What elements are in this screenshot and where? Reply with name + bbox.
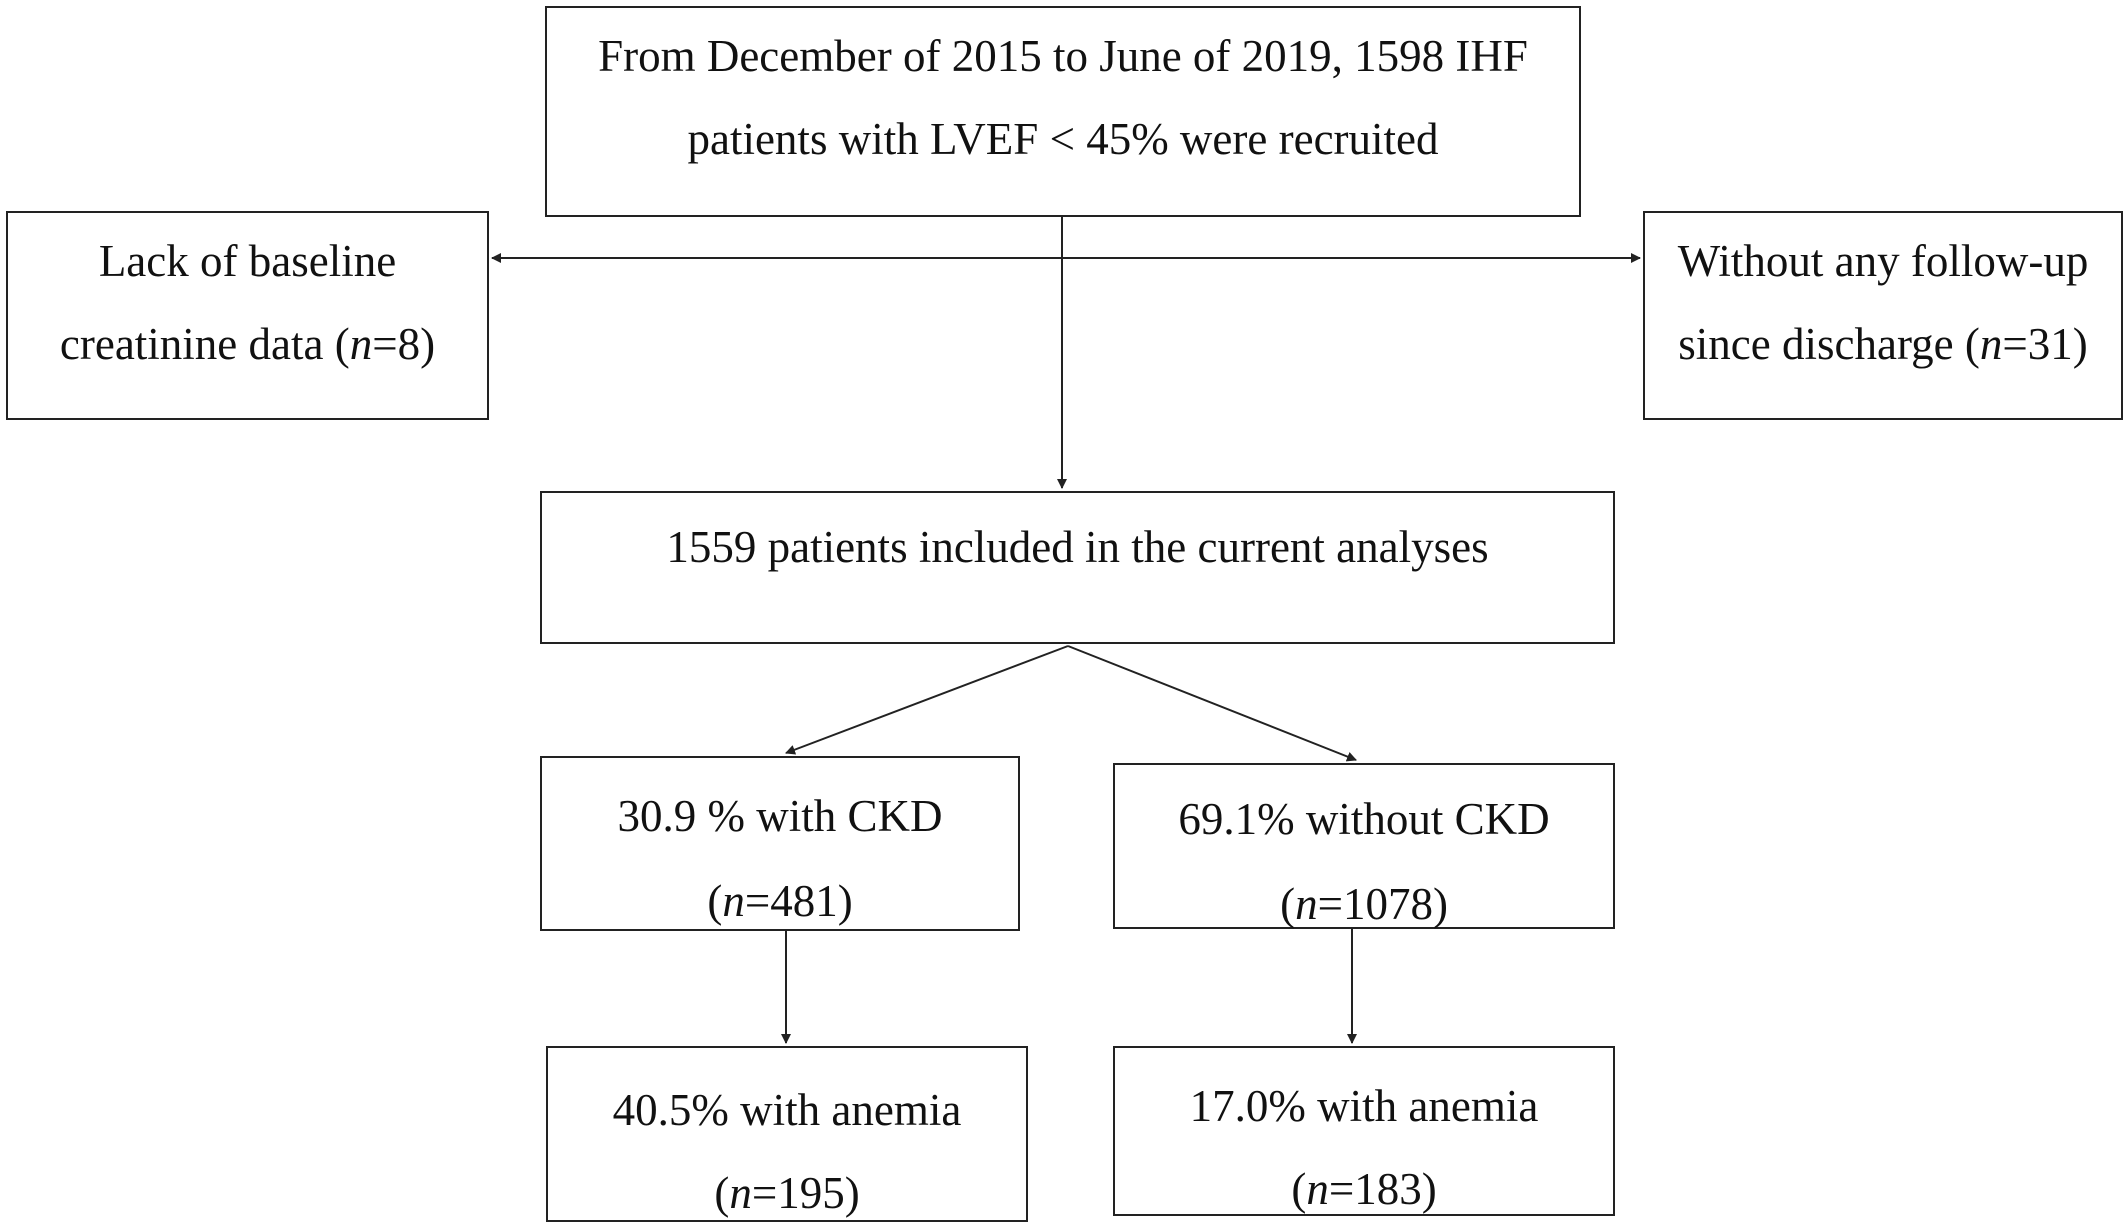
n-symbol: n [349, 319, 373, 369]
anemia-ckd-line-2: (n=195) [714, 1171, 859, 1216]
recruited-line-1: From December of 2015 to June of 2019, 1… [598, 31, 1528, 81]
n-symbol: n [1306, 1164, 1329, 1214]
with-ckd-line-2: (n=481) [707, 879, 852, 924]
anemia-ckd-prefix: ( [714, 1168, 730, 1218]
no-followup-count: =31) [2002, 319, 2088, 369]
anemia-no-ckd-line-1: 17.0% with anemia [1189, 1081, 1539, 1131]
n-symbol: n [722, 876, 745, 926]
anemia-no-ckd-prefix: ( [1291, 1164, 1307, 1214]
no-followup-line-1: Without any follow-up [1677, 236, 2089, 286]
arrow-included-to-ckd [785, 645, 1069, 755]
no-followup-line-2: since discharge (n=31) [1678, 322, 2087, 367]
recruited-line-2: patients with LVEF < 45% were recruited [687, 114, 1439, 164]
anemia-no-ckd-count: =183) [1328, 1164, 1437, 1214]
anemia-no-ckd-box: 17.0% with anemia (n=183) [1113, 1046, 1615, 1216]
n-symbol: n [1295, 879, 1318, 929]
lack-creatinine-line-1: Lack of baseline [98, 236, 397, 286]
with-ckd-line-1: 30.9 % with CKD [617, 791, 943, 841]
no-followup-prefix: since discharge ( [1678, 319, 1980, 369]
without-ckd-box: 69.1% without CKD (n=1078) [1113, 763, 1615, 929]
anemia-ckd-line-1: 40.5% with anemia [612, 1085, 962, 1135]
no-followup-box: Without any follow-up since discharge (n… [1643, 211, 2123, 420]
n-symbol: n [1979, 319, 2003, 369]
anemia-ckd-count: =195) [751, 1168, 860, 1218]
without-ckd-count: =1078) [1317, 879, 1448, 929]
lack-creatinine-line-2: creatinine data (n=8) [60, 322, 435, 367]
anemia-ckd-box: 40.5% with anemia (n=195) [546, 1046, 1028, 1222]
arrow-included-to-no-ckd [1067, 645, 1357, 762]
lack-creatinine-prefix: creatinine data ( [59, 319, 350, 369]
without-ckd-line-1: 69.1% without CKD [1178, 794, 1550, 844]
without-ckd-line-2: (n=1078) [1280, 882, 1448, 927]
lack-creatinine-count: =8) [372, 319, 436, 369]
anemia-no-ckd-line-2: (n=183) [1291, 1167, 1436, 1212]
without-ckd-prefix: ( [1280, 879, 1296, 929]
with-ckd-prefix: ( [707, 876, 723, 926]
n-symbol: n [729, 1168, 752, 1218]
recruited-box: From December of 2015 to June of 2019, 1… [545, 6, 1581, 217]
with-ckd-box: 30.9 % with CKD (n=481) [540, 756, 1020, 931]
lack-creatinine-box: Lack of baseline creatinine data (n=8) [6, 211, 489, 420]
with-ckd-count: =481) [744, 876, 853, 926]
included-box: 1559 patients included in the current an… [540, 491, 1615, 644]
included-line-1: 1559 patients included in the current an… [666, 522, 1489, 572]
